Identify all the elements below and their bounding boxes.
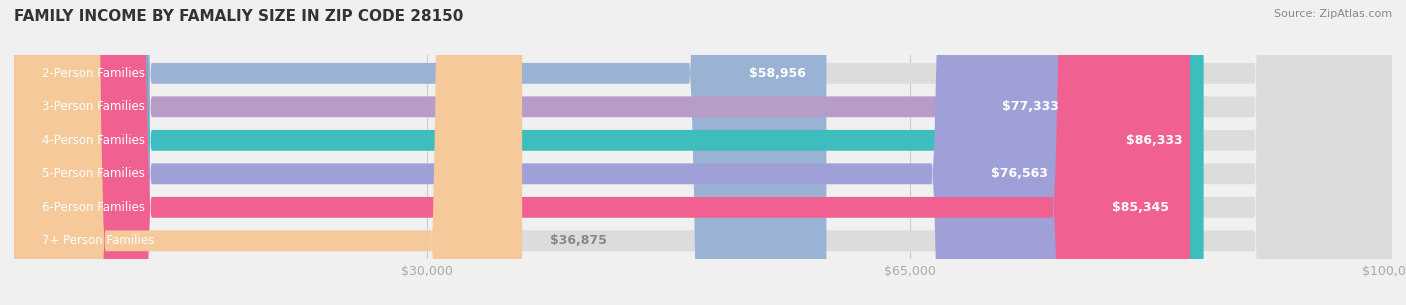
Text: $58,956: $58,956 [749, 67, 806, 80]
FancyBboxPatch shape [14, 0, 1189, 305]
FancyBboxPatch shape [14, 0, 827, 305]
FancyBboxPatch shape [14, 0, 1069, 305]
Text: $85,345: $85,345 [1112, 201, 1170, 214]
Text: 5-Person Families: 5-Person Families [42, 167, 145, 180]
FancyBboxPatch shape [14, 0, 1392, 305]
Text: Source: ZipAtlas.com: Source: ZipAtlas.com [1274, 9, 1392, 19]
Text: $86,333: $86,333 [1126, 134, 1182, 147]
Text: 6-Person Families: 6-Person Families [42, 201, 145, 214]
Text: $76,563: $76,563 [991, 167, 1049, 180]
Text: $36,875: $36,875 [550, 234, 606, 247]
FancyBboxPatch shape [14, 0, 1392, 305]
Text: 3-Person Families: 3-Person Families [42, 100, 145, 113]
FancyBboxPatch shape [14, 0, 1392, 305]
FancyBboxPatch shape [14, 0, 522, 305]
FancyBboxPatch shape [14, 0, 1204, 305]
Text: 7+ Person Families: 7+ Person Families [42, 234, 153, 247]
Text: 4-Person Families: 4-Person Families [42, 134, 145, 147]
Text: $77,333: $77,333 [1002, 100, 1059, 113]
FancyBboxPatch shape [14, 0, 1392, 305]
FancyBboxPatch shape [14, 0, 1392, 305]
FancyBboxPatch shape [14, 0, 1080, 305]
Text: 2-Person Families: 2-Person Families [42, 67, 145, 80]
FancyBboxPatch shape [14, 0, 1392, 305]
Text: FAMILY INCOME BY FAMALIY SIZE IN ZIP CODE 28150: FAMILY INCOME BY FAMALIY SIZE IN ZIP COD… [14, 9, 464, 24]
